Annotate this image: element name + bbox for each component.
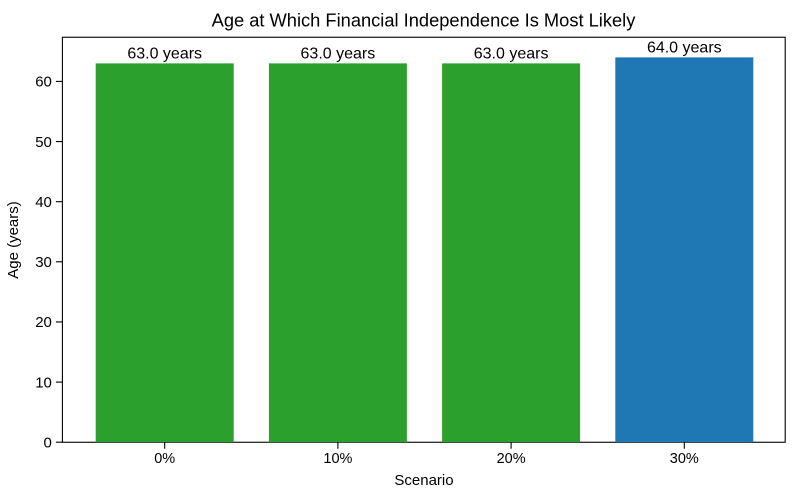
svg-text:30: 30: [35, 254, 52, 271]
svg-text:10: 10: [35, 374, 52, 391]
svg-text:40: 40: [35, 194, 52, 211]
svg-text:0: 0: [44, 435, 52, 452]
svg-text:Age at Which Financial Indepen: Age at Which Financial Independence Is M…: [212, 10, 637, 31]
svg-text:50: 50: [35, 134, 52, 151]
svg-text:60: 60: [35, 74, 52, 91]
svg-text:30%: 30%: [670, 451, 699, 467]
svg-text:63.0 years: 63.0 years: [301, 46, 376, 63]
svg-text:20: 20: [35, 314, 52, 331]
svg-text:10%: 10%: [323, 451, 352, 467]
svg-text:Scenario: Scenario: [394, 472, 453, 489]
svg-text:64.0 years: 64.0 years: [647, 40, 722, 57]
svg-text:63.0 years: 63.0 years: [474, 46, 549, 63]
svg-text:20%: 20%: [497, 451, 526, 467]
svg-text:Age (years): Age (years): [5, 201, 22, 279]
svg-text:63.0 years: 63.0 years: [127, 46, 202, 63]
svg-text:0%: 0%: [154, 451, 175, 467]
